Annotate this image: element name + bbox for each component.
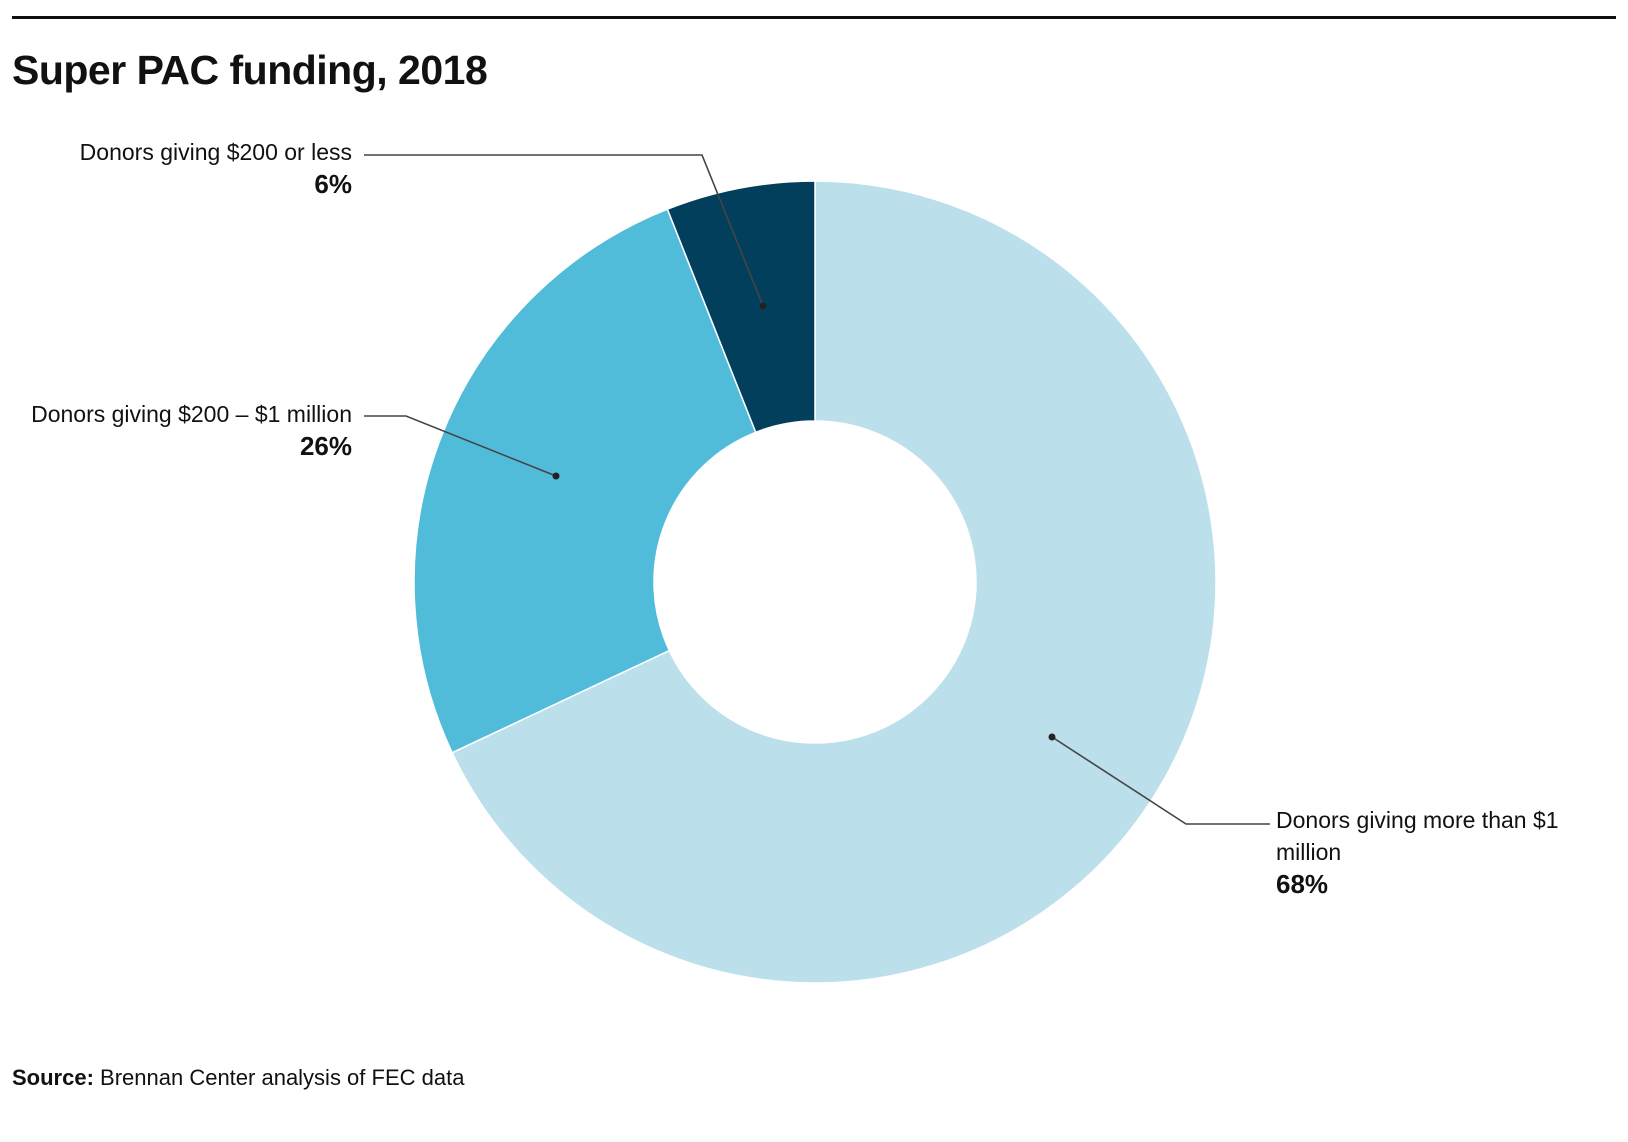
- slice-small-donors: [666, 180, 816, 434]
- slice-label-large-donors: Donors giving more than $1 million 68%: [1276, 804, 1606, 900]
- slice-label-value: 26%: [299, 431, 352, 461]
- leader-line-mid-donors: [364, 415, 557, 477]
- slice-label-text: Donors giving $200 or less: [79, 139, 352, 165]
- slice-large-donors: [451, 180, 1217, 984]
- source-note: Source: Brennan Center analysis of FEC d…: [12, 1064, 464, 1092]
- leader-line-small-donors: [364, 154, 764, 307]
- top-rule: [12, 16, 1616, 19]
- leader-dot-small-donors: [759, 302, 767, 310]
- slice-label-small-donors: Donors giving $200 or less 6%: [12, 136, 352, 200]
- slice-label-mid-donors: Donors giving $200 – $1 million 26%: [12, 398, 352, 462]
- leader-dot-mid-donors: [552, 472, 560, 480]
- slice-mid-donors: [413, 208, 757, 754]
- source-key: Source:: [12, 1065, 94, 1090]
- leader-line-large-donors: [1051, 736, 1270, 825]
- leader-dot-large-donors: [1048, 733, 1056, 741]
- slice-label-value: 6%: [314, 169, 352, 199]
- source-text: Brennan Center analysis of FEC data: [93, 1065, 465, 1090]
- slice-label-text: Donors giving $200 – $1 million: [31, 401, 352, 427]
- chart-title: Super PAC funding, 2018: [12, 47, 488, 93]
- slice-label-value: 68%: [1276, 869, 1329, 899]
- slice-label-text: Donors giving more than $1 million: [1276, 807, 1559, 865]
